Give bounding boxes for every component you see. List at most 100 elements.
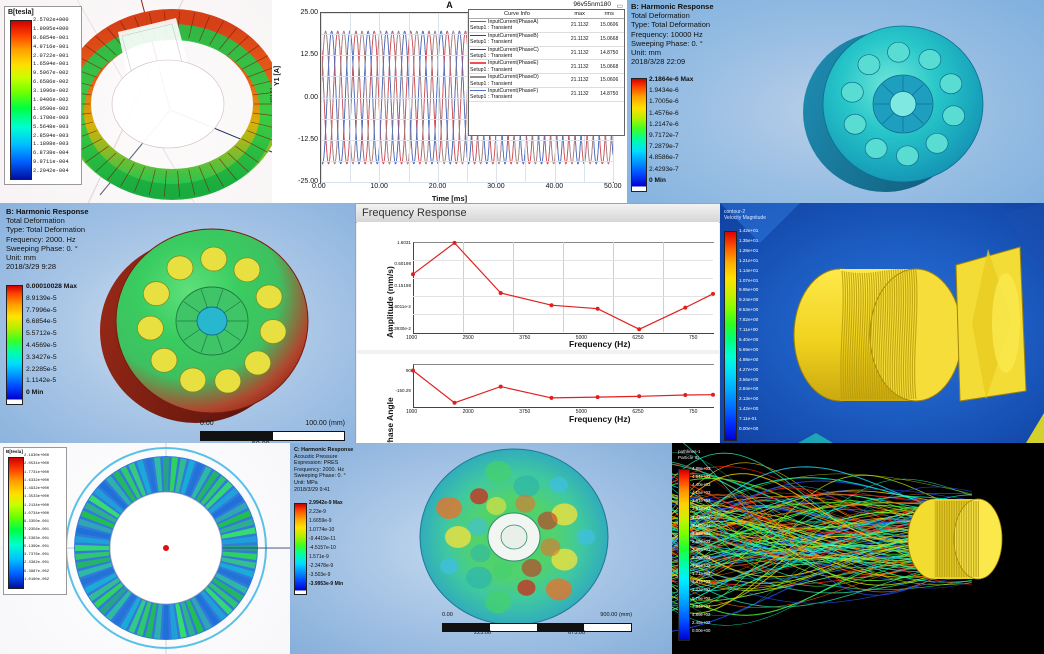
legend-value: 2.23e-9 <box>309 510 326 515</box>
scale-mid2-label: 675.00 <box>568 630 585 636</box>
legend-title: contour-2 Velocity Magnitude <box>724 209 766 221</box>
curve-name-cell: InputCurrent(PhaseC) Setup1 : Transient <box>469 46 565 60</box>
curve-max: 21.1132 <box>565 32 595 46</box>
legend-value: 9.3887e-002 <box>24 571 49 575</box>
curve-info-legend: Curve Info max rms InputCurrent(PhaseA) S… <box>468 9 625 136</box>
legend-value: 3.18e+03 <box>692 524 710 528</box>
curve-setup: Setup1 : Transient <box>470 39 564 45</box>
legend-value: 2.1930e+000 <box>24 455 49 459</box>
legend-value: 4.9716e-001 <box>33 45 69 50</box>
legend-value: 1.2134e+000 <box>24 505 49 509</box>
legend-value: -3.9953e-9 Min <box>309 582 343 587</box>
legend-value: 1.0590e-002 <box>33 107 69 112</box>
legend-value: 1.0180e-002 <box>24 579 49 583</box>
legend-value: 4.40e+03 <box>692 483 710 487</box>
table-header-row: Curve Info max rms <box>469 10 624 19</box>
legend-color-bar <box>294 503 307 595</box>
curve-info-row: InputCurrent(PhaseD) Setup1 : Transient 21… <box>469 74 624 88</box>
legend-value: 1.42e+00 <box>739 407 758 412</box>
legend-values: 2.5702e+000 1.9095e+000 8.6854e-001 4.9716e… <box>33 18 79 180</box>
legend-color-bar <box>6 285 23 405</box>
legend-color-bar <box>8 457 24 589</box>
legend-value: -9.4419e-11 <box>309 537 336 542</box>
x-tick: 2500 <box>463 335 474 341</box>
curve-info-row: InputCurrent(PhaseA) Setup1 : Transient 21… <box>469 19 624 33</box>
x-tick: 750 <box>689 409 697 415</box>
legend-value: 9.9711e-004 <box>33 160 69 165</box>
legend-value: 0.00010028 Max <box>26 284 77 291</box>
legend-value: 4.88e+03 <box>692 467 710 471</box>
legend-value: 2.5702e+000 <box>33 18 69 23</box>
curve-name: InputCurrent(PhaseF) <box>488 88 538 94</box>
curve-max: 21.1132 <box>565 60 595 74</box>
legend-value: 8.53e+00 <box>739 308 758 313</box>
legend-values: 1.42e+01 1.35e+01 1.28e+01 1.21e+01 1.14e+01… <box>739 229 785 441</box>
window-header[interactable]: Frequency Response <box>356 204 721 223</box>
curve-rms: 15.0668 <box>594 32 624 46</box>
y-tick: 90 <box>381 368 411 373</box>
y-tick: 1.6031 <box>379 240 411 245</box>
legend-value: 4.4569e-5 <box>26 343 57 350</box>
amplitude-chart: Amplitude (mm/s) 1.6031 0.50198 0.15198 4.6… <box>357 222 719 350</box>
legend-values: 2.1930e+000 2.0531e+000 1.7731e+000 1.6332e… <box>24 455 64 589</box>
phase-series <box>357 354 719 452</box>
legend-value: 1.42e+01 <box>739 229 758 234</box>
legend-value: 9.7172e-7 <box>649 133 679 140</box>
curve-color-swatch <box>470 76 486 78</box>
legend-values: 4.88e+03 4.64e+03 4.40e+03 4.15e+03 3.91e+03… <box>692 467 736 641</box>
legend-values: 2.1864e-6 Max 1.9434e-6 1.7005e-6 1.4576e-6… <box>649 77 723 191</box>
legend-value: 6.1700e-003 <box>33 116 69 121</box>
x-tick: 1000 <box>406 409 417 415</box>
legend-value: 4.27e+00 <box>739 368 758 373</box>
curve-name-cell: InputCurrent(PhaseA) Setup1 : Transient <box>469 19 565 33</box>
curve-rms: 15.0606 <box>594 74 624 88</box>
curve-color-swatch <box>470 35 486 37</box>
legend-value: 7.11e+00 <box>739 328 758 333</box>
acoustic-harmonic-response-view: C: Harmonic Response Acoustic Pressure Exp… <box>290 443 672 654</box>
col-max: max <box>565 10 595 19</box>
legend-color-bar <box>631 78 647 192</box>
curve-rms: 14.8750 <box>594 88 624 102</box>
screenshot-root: B[tesla] 2.5702e+000 1.9095e+000 8.6854e-0… <box>0 0 1044 654</box>
y-tick: 0.15198 <box>379 283 411 288</box>
legend-value: 1.1898e-003 <box>33 142 69 147</box>
legend-value: 4.8586e-7 <box>649 155 679 162</box>
y-tick: 0.50198 <box>379 261 411 266</box>
amplitude-series <box>357 222 719 350</box>
x-tick: 10.00 <box>370 183 388 190</box>
curve-info-row: InputCurrent(PhaseB) Setup1 : Transient 21… <box>469 32 624 46</box>
curve-name: InputCurrent(PhaseB) <box>488 33 538 39</box>
legend-title-line2: Velocity Magnitude <box>724 215 766 221</box>
legend-value: 2.69e+03 <box>692 540 710 544</box>
legend-value: 7.34e+02 <box>692 605 710 609</box>
x-axis-label: Time [ms] <box>272 194 627 203</box>
curve-max: 21.1132 <box>565 19 595 33</box>
legend-title: B[tesla] <box>8 9 34 16</box>
legend-value: 2.93e+03 <box>692 532 710 536</box>
legend-color-bar <box>724 231 737 441</box>
legend-value: 1.0774e-10 <box>309 528 334 533</box>
legend-value: 6.8738e-004 <box>33 151 69 156</box>
legend-value: 2.84e+00 <box>739 387 758 392</box>
scale-left-label: 0.00 <box>442 612 453 618</box>
y-tick: 4.6011e-2 <box>379 304 411 309</box>
legend-value: 9.95e+00 <box>739 288 758 293</box>
legend-value: 2.2942e-004 <box>33 169 69 174</box>
legend-color-bar <box>10 20 32 180</box>
legend-value: 1.9095e+000 <box>33 27 69 32</box>
curve-color-swatch <box>470 90 486 92</box>
legend-value: 3.91e+03 <box>692 499 710 503</box>
curve-max: 21.1132 <box>565 46 595 60</box>
legend-value: 2.1864e-6 Max <box>649 77 693 84</box>
legend-value: 8.6854e-001 <box>33 36 69 41</box>
legend-value: 1.0406e-002 <box>33 98 69 103</box>
legend-value: 1.21e+01 <box>739 259 758 264</box>
x-tick: 0.00 <box>312 183 326 190</box>
x-tick: 40.00 <box>546 183 564 190</box>
curve-setup: Setup1 : Transient <box>470 53 564 59</box>
legend-value: 2.13e+00 <box>739 397 758 402</box>
legend-value: 7.11e-01 <box>739 417 757 422</box>
x-tick: 3750 <box>519 409 530 415</box>
legend-value: 3.67e+03 <box>692 507 710 511</box>
legend-value: 9.24e+00 <box>739 298 758 303</box>
